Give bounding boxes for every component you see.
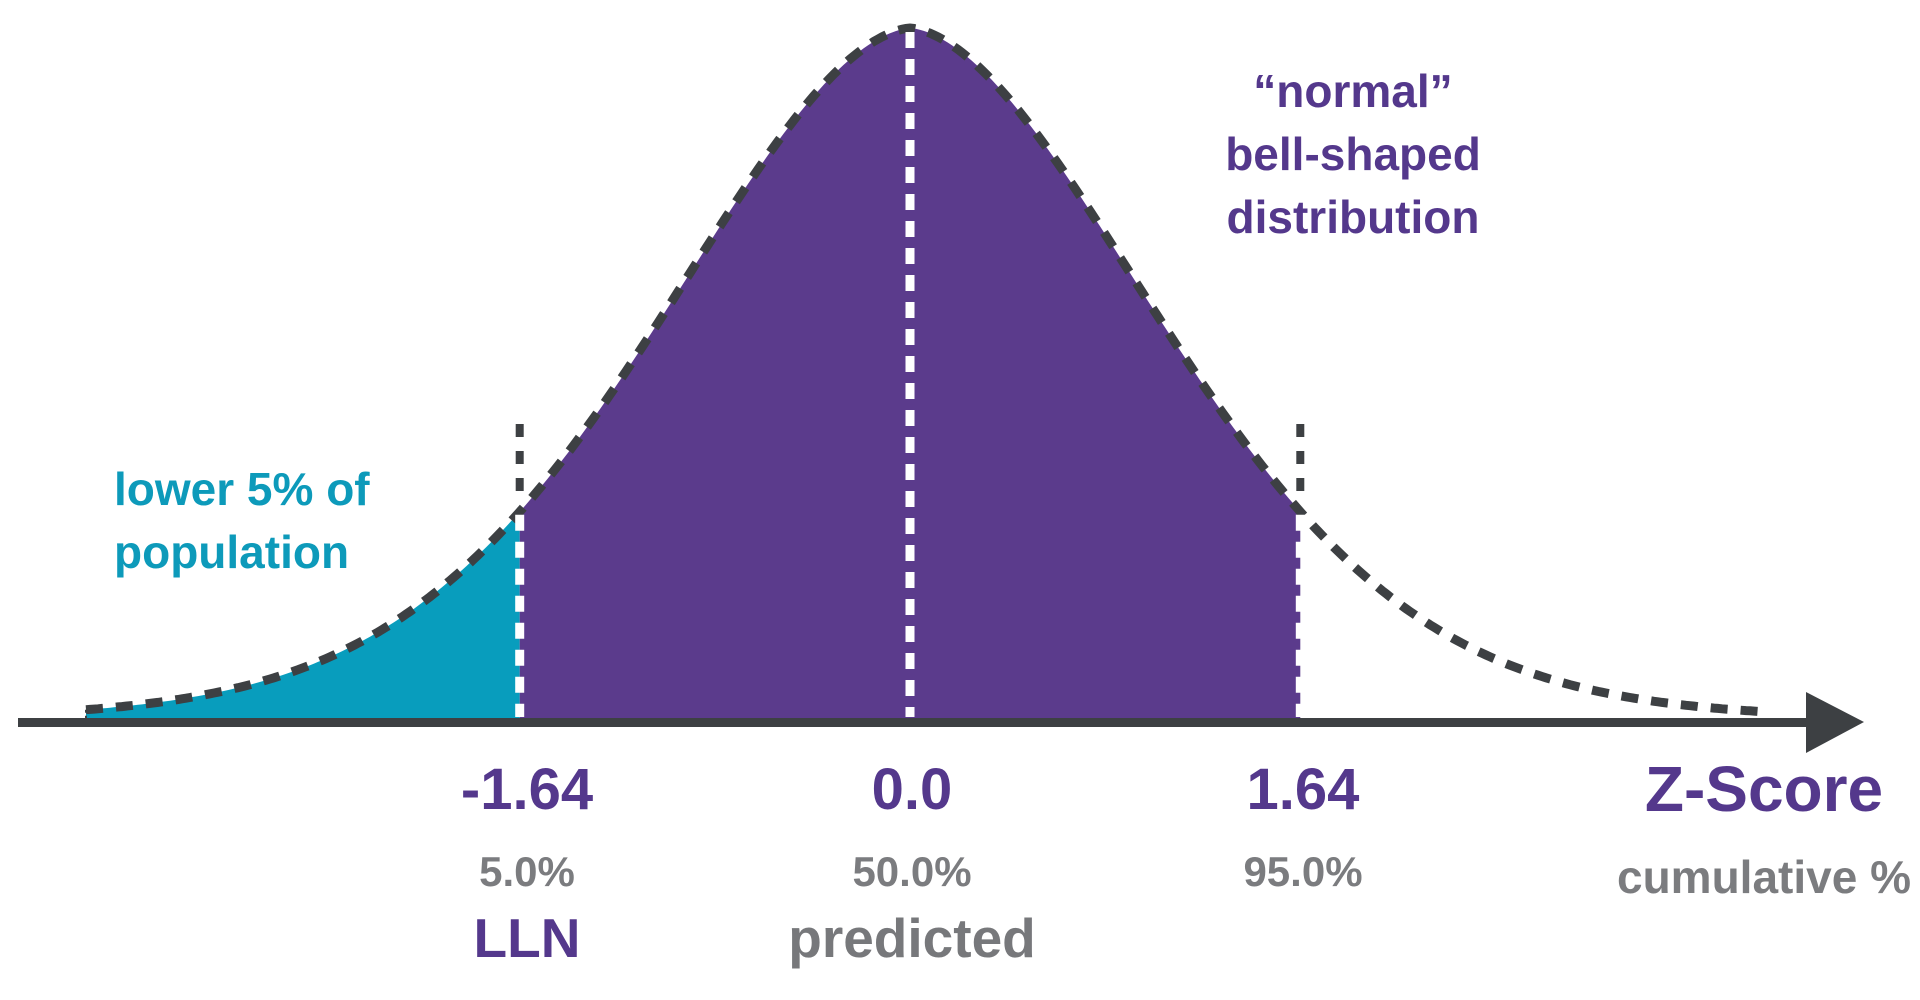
tick-sublabel-predicted: predicted — [788, 907, 1036, 969]
tick-pct-5: 5.0% — [479, 848, 575, 895]
tick-z-zero: 0.0 — [871, 757, 953, 822]
annotation-lower-tail-line2: population — [114, 526, 350, 578]
central-fill — [519, 28, 1301, 722]
x-axis-subtitle: cumulative % — [1617, 851, 1911, 903]
x-axis-line — [18, 718, 1808, 727]
annotation-normal-line3: distribution — [1226, 191, 1480, 243]
x-axis-title: Z-Score — [1644, 753, 1884, 825]
tick-z-1-64: 1.64 — [1246, 757, 1360, 822]
annotation-lower-tail-line1: lower 5% of — [114, 463, 370, 515]
x-axis-arrowhead — [1806, 692, 1864, 753]
annotation-normal-line2: bell-shaped — [1225, 128, 1481, 180]
tick-pct-50: 50.0% — [852, 848, 972, 895]
tick-sublabel-lln: LLN — [473, 907, 581, 969]
curve-dashed-outline — [85, 23, 1769, 717]
tick-z-minus-1-64: -1.64 — [460, 757, 594, 822]
lower-tail-fill — [86, 511, 520, 722]
annotation-lower-tail: lower 5% of population — [114, 458, 370, 584]
tick-pct-95: 95.0% — [1243, 848, 1363, 895]
annotation-normal-distribution: “normal” bell-shaped distribution — [1225, 60, 1481, 249]
annotation-normal-line1: “normal” — [1253, 65, 1453, 117]
